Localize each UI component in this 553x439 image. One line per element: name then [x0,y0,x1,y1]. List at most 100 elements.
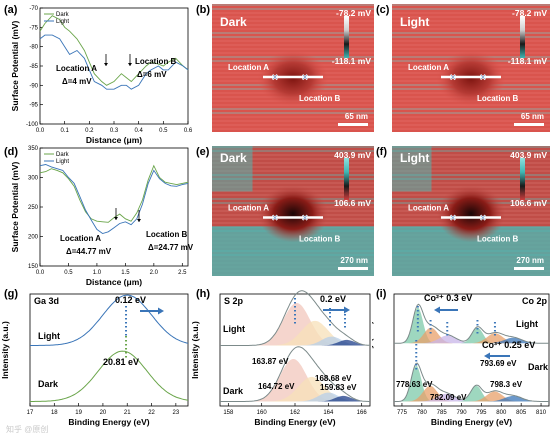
xps-title: S 2p [224,296,244,306]
peak-label-1: 793.69 eV [480,359,517,368]
annotation-delta-a: Δ=44.77 mV [66,247,112,256]
series-label-light: Light [38,331,60,341]
watermark: 知乎 @原创 [6,425,49,434]
scale-bar [338,267,368,270]
panel-label-h: (h) [196,288,211,300]
state-label: Light [400,15,429,29]
x-axis-label: Binding Energy (eV) [431,417,512,427]
y-tick-label: 250 [28,205,39,211]
x-tick-label: 2.5 [178,270,187,276]
x-tick-label: 780 [417,410,428,416]
y-axis-label: Surface Potential (mV) [10,161,20,252]
fit-component-light-0 [220,303,370,346]
y-tick-label: -95 [29,103,38,109]
state-label: Dark [220,151,247,165]
location-a-label: Location A [228,63,269,72]
scan-line [392,124,550,126]
profile-marker: × [480,213,486,224]
scan-line [392,44,550,46]
x-tick-label: 785 [437,410,448,416]
scale-bar [514,123,544,126]
colorbar [344,158,349,200]
y-tick-label: -100 [26,122,39,128]
profile-marker: × [272,213,278,224]
scan-line [212,182,374,184]
scan-line [212,48,374,50]
x-tick-label: 17 [27,410,34,416]
scan-line [392,170,550,172]
fit-component-light-5 [394,337,549,344]
location-b-label: Location B [299,235,341,244]
scan-line [212,24,374,26]
xps-title: Co 2p [522,296,548,306]
x-tick-label: 0.0 [36,128,45,134]
x-axis-label: Binding Energy (eV) [254,417,335,427]
peak-label-2: 164.72 eV [258,382,295,391]
scan-line [392,8,550,10]
scale-bar [338,123,368,126]
scan-line [212,32,374,34]
x-axis-label: Binding Energy (eV) [68,417,149,427]
scale-bar-label: 65 nm [345,112,368,121]
fit-component-light-3 [220,339,370,346]
x-tick-label: 158 [223,410,234,416]
scale-bar-label: 270 nm [516,256,544,265]
fit-component-dark-3 [220,395,370,402]
x-tick-label: 790 [457,410,468,416]
chart-i: 775 780 785 790 795 800 805 810 Binding Energy (… [372,293,550,427]
profile-marker: × [480,72,486,83]
annotation-delta-b: Δ=6 mV [137,70,167,79]
colorbar-max: -78.2 mV [512,8,547,18]
fit-component-dark-0 [394,365,549,402]
scan-line [212,124,374,126]
chart-d: 0.0 0.5 1.0 1.5 2.0 2.5 150 200 250 300 350 Distanc… [10,146,194,287]
chart-g: 17 18 19 20 21 22 23 Binding Energy (eV) Intensi… [0,293,189,427]
scan-line [392,162,550,164]
colorbar-min: -118.1 mV [332,56,372,66]
y-tick-label: 200 [28,235,39,241]
fit-component-dark-0 [220,359,370,402]
scan-line [212,112,374,114]
spectrum-dark [394,362,549,402]
scan-line [212,4,374,6]
x-tick-label: 164 [323,410,334,416]
spectrum-dark [220,346,370,402]
annotation-arrowhead [104,63,108,66]
plot-frame [393,293,550,407]
profile-marker: × [450,213,456,224]
scan-line [212,8,374,10]
chart-h: 158 160 162 164 166 Binding Energy (eV) Intens… [190,290,371,427]
spectrum-light [394,303,549,344]
location-a-label: Location A [408,204,449,213]
peak-label-3: 168.68 eV [315,374,352,383]
scan-line [212,120,374,122]
x-tick-label: 805 [516,410,527,416]
x-tick-label: 0.6 [184,128,193,134]
x-tick-label: 1.0 [93,270,102,276]
profile-marker: × [302,213,308,224]
state-label: Dark [220,15,247,29]
y-axis-label: Intensity (a.u.) [372,321,374,379]
x-tick-label: 20 [100,410,107,416]
annotation-location-a: Location A [60,234,101,243]
colorbar [520,158,525,200]
x-tick-label: 775 [397,410,408,416]
location-b-label: Location B [477,235,519,244]
colorbar-max: 403.9 mV [510,150,547,160]
peak-label-4: 159.83 eV [320,383,357,392]
x-tick-label: 23 [173,410,180,416]
y-axis-label: Intensity (a.u.) [190,321,200,379]
x-axis-label: Distance (μm) [86,135,142,145]
colorbar-min: 106.6 mV [510,198,547,208]
peak-label: 20.81 eV [103,357,139,367]
scan-line [212,44,374,46]
peak-label-1: 163.87 eV [252,357,289,366]
series-label-dark: Dark [38,379,59,389]
series-line-dark [39,15,189,86]
scan-line [212,174,374,176]
scale-bar-label: 270 nm [340,256,368,265]
profile-marker: × [450,72,456,83]
scan-line [212,28,374,30]
shift-arrowhead [158,307,164,315]
